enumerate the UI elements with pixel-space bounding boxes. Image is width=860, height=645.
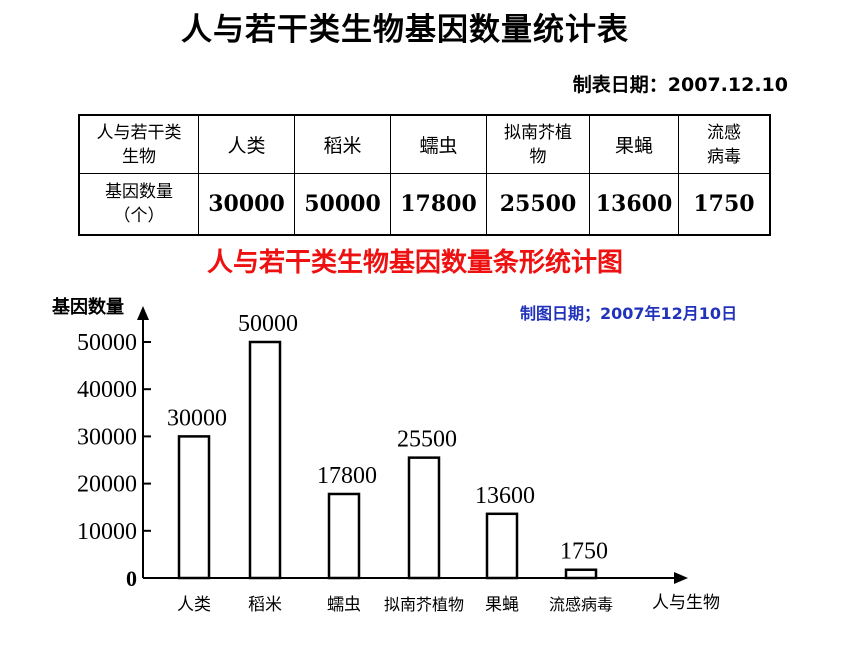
y-tick-label: 40000	[77, 377, 137, 403]
table-cell: 蠕虫	[390, 114, 487, 174]
x-axis-arrow	[674, 572, 688, 584]
y-tick-label: 0	[126, 566, 137, 591]
data-label: 25500	[397, 427, 457, 453]
data-label: 50000	[238, 311, 298, 337]
row-label-gene-count-text: 基因数量（个）	[105, 182, 173, 226]
bar	[327, 492, 361, 580]
table-cell: 稻米	[294, 114, 391, 174]
y-axis-arrow	[137, 306, 149, 320]
row-label-organisms-text: 人与若干类生物	[96, 122, 182, 167]
x-tick-label: 流感病毒	[549, 595, 613, 614]
table-cell: 人类	[198, 114, 295, 174]
y-tick-label: 10000	[77, 519, 137, 545]
y-tick-label: 20000	[77, 472, 137, 498]
y-tick-label: 30000	[77, 424, 137, 450]
y-tick-label: 50000	[77, 330, 137, 356]
table-cell-text: 拟南芥植物	[504, 122, 572, 167]
data-label: 17800	[317, 463, 377, 489]
gene-count-table: 人与若干类生物 人类 稻米 蠕虫 拟南芥植物 果蝇 流感病毒 基因数量（个） 3…	[78, 114, 771, 236]
x-axis-label: 人与生物	[652, 593, 720, 613]
bar	[407, 456, 441, 580]
bar	[177, 435, 211, 580]
table-cell: 1750	[678, 173, 771, 236]
row-label-gene-count: 基因数量（个）	[78, 173, 199, 236]
data-label: 13600	[475, 483, 535, 509]
table-cell: 13600	[589, 173, 679, 236]
x-tick-label: 蠕虫	[327, 595, 361, 615]
bar	[564, 568, 598, 580]
table-cell: 17800	[390, 173, 487, 236]
data-label: 30000	[167, 405, 227, 431]
table-cell-text: 流感病毒	[707, 122, 741, 167]
table-cell: 果蝇	[589, 114, 679, 174]
page-title: 人与若干类生物基因数量统计表	[181, 12, 629, 48]
y-axis-label: 基因数量	[51, 296, 124, 318]
x-tick-label: 果蝇	[485, 595, 519, 615]
table-cell: 拟南芥植物	[486, 114, 590, 174]
table-cell: 30000	[198, 173, 295, 236]
table-date: 制表日期：2007.12.10	[572, 74, 788, 96]
bar	[485, 512, 519, 580]
x-tick-label: 稻米	[248, 595, 282, 615]
chart-title: 人与若干类生物基因数量条形统计图	[206, 248, 623, 278]
data-label: 1750	[560, 539, 608, 565]
table-cell: 流感病毒	[678, 114, 771, 174]
bar	[248, 340, 282, 580]
table-cell: 50000	[294, 173, 391, 236]
x-tick-label: 拟南芥植物	[384, 595, 464, 614]
chart-date: 制图日期；2007年12月10日	[520, 304, 738, 323]
table-row: 人与若干类生物 人类 稻米 蠕虫 拟南芥植物 果蝇 流感病毒	[78, 114, 771, 174]
table-cell: 25500	[486, 173, 590, 236]
table-row: 基因数量（个） 30000 50000 17800 25500 13600 17…	[78, 173, 771, 236]
row-label-organisms: 人与若干类生物	[78, 114, 199, 174]
x-tick-label: 人类	[177, 595, 211, 615]
